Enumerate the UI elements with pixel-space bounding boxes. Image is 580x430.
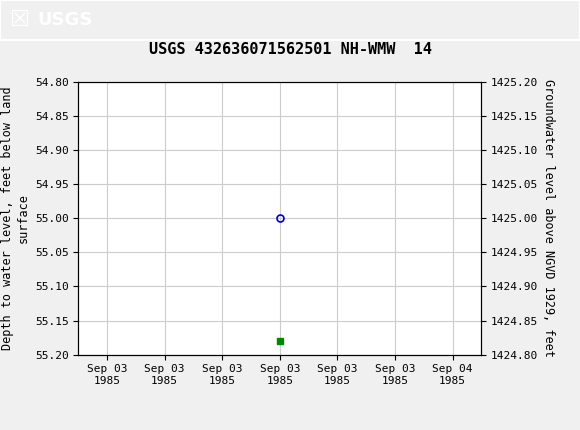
Y-axis label: Depth to water level, feet below land
surface: Depth to water level, feet below land su… [1, 86, 29, 350]
Text: ☒: ☒ [9, 10, 28, 30]
Text: USGS 432636071562501 NH-WMW  14: USGS 432636071562501 NH-WMW 14 [148, 42, 432, 57]
Y-axis label: Groundwater level above NGVD 1929, feet: Groundwater level above NGVD 1929, feet [542, 79, 555, 357]
Text: USGS: USGS [38, 11, 93, 29]
